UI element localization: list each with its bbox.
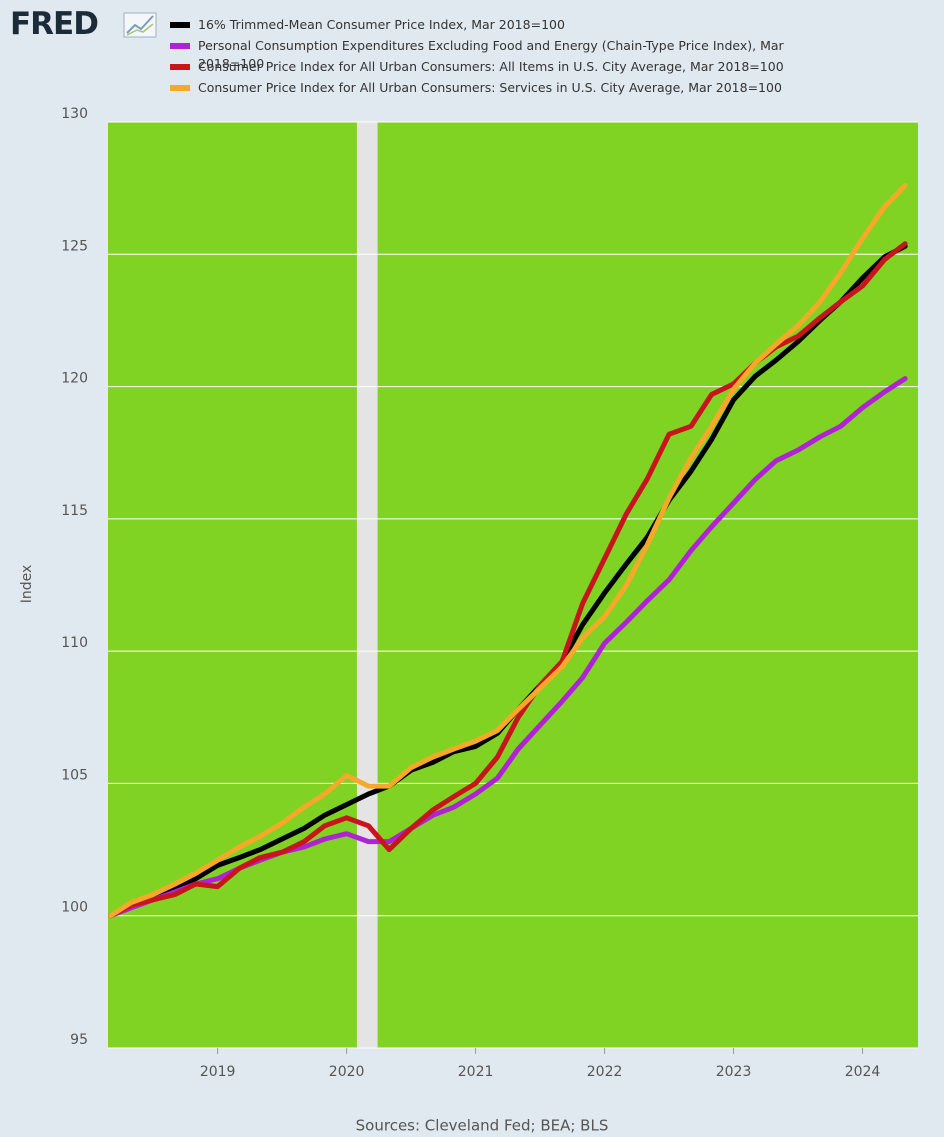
legend-swatch bbox=[170, 85, 190, 91]
recession-band bbox=[356, 122, 378, 1048]
y-axis-label: Index bbox=[19, 565, 35, 604]
y-tick-label: 100 bbox=[61, 900, 88, 916]
y-tick-label: 125 bbox=[61, 238, 88, 254]
x-tick-label: 2022 bbox=[587, 1064, 623, 1080]
legend-label: Personal Consumption Expenditures Exclud… bbox=[198, 38, 784, 71]
y-tick-label: 95 bbox=[70, 1032, 88, 1048]
logo-icon bbox=[123, 12, 157, 38]
series-line bbox=[108, 183, 908, 919]
legend-label: Consumer Price Index for All Urban Consu… bbox=[198, 59, 784, 74]
legend-swatch bbox=[170, 43, 190, 49]
legend-swatch bbox=[170, 64, 190, 70]
source: Sources: Cleveland Fed; BEA; BLS bbox=[356, 1117, 609, 1135]
y-tick-label: 110 bbox=[61, 635, 88, 651]
y-tick-label: 130 bbox=[61, 106, 88, 122]
x-tick-label: 2021 bbox=[458, 1064, 494, 1080]
logo: FRED bbox=[10, 6, 99, 42]
y-tick-label: 115 bbox=[61, 503, 88, 519]
legend-label: Consumer Price Index for All Urban Consu… bbox=[198, 80, 782, 95]
x-tick-label: 2024 bbox=[845, 1064, 881, 1080]
y-tick-label: 120 bbox=[61, 371, 88, 387]
plot-background bbox=[108, 122, 918, 1048]
legend-label: 16% Trimmed-Mean Consumer Price Index, M… bbox=[198, 17, 565, 32]
x-tick-label: 2020 bbox=[329, 1064, 365, 1080]
x-tick-label: 2023 bbox=[716, 1064, 752, 1080]
legend-swatch bbox=[170, 22, 190, 28]
x-tick-label: 2019 bbox=[200, 1064, 236, 1080]
y-tick-label: 105 bbox=[61, 767, 88, 783]
